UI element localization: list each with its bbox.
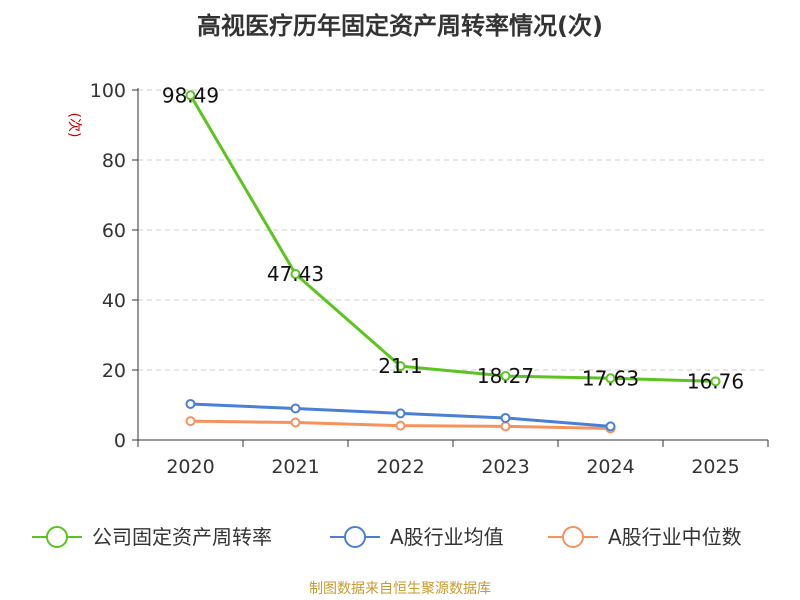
legend-swatch-marker bbox=[344, 526, 366, 548]
grid-layer bbox=[138, 89, 768, 371]
legend-item[interactable]: 公司固定资产周转率 bbox=[32, 525, 272, 549]
y-tick-label: 20 bbox=[102, 360, 126, 382]
data-point bbox=[395, 408, 406, 419]
legend-swatch-marker bbox=[46, 526, 68, 548]
axis-layer: 0 20 40 60 80 100 (次) 2020 2021 2022 2023 2024 2025 bbox=[66, 80, 769, 478]
data-label-layer: 98.49 47.43 21.1 18.27 17.63 16.76 bbox=[162, 83, 744, 393]
y-tick-label: 0 bbox=[114, 430, 126, 452]
x-tick-label: 2024 bbox=[586, 456, 634, 478]
data-point bbox=[290, 268, 301, 279]
data-point bbox=[185, 398, 196, 409]
data-point bbox=[500, 371, 511, 382]
data-point bbox=[185, 90, 196, 101]
data-point bbox=[605, 421, 616, 432]
x-tick-label: 2020 bbox=[166, 456, 214, 478]
legend-label: A股行业中位数 bbox=[608, 525, 742, 549]
data-point bbox=[710, 376, 721, 387]
chart-title: 高视医疗历年固定资产周转率情况(次) bbox=[197, 12, 603, 40]
series-layer bbox=[185, 90, 721, 434]
data-label: 17.63 bbox=[582, 366, 639, 390]
x-tick-label: 2022 bbox=[376, 456, 424, 478]
data-label: 18.27 bbox=[477, 364, 534, 388]
data-point bbox=[500, 412, 511, 423]
data-label: 16.76 bbox=[687, 369, 744, 393]
legend-label: 公司固定资产周转率 bbox=[92, 525, 272, 549]
data-label: 98.49 bbox=[162, 83, 219, 107]
legend-item[interactable]: A股行业中位数 bbox=[548, 525, 742, 549]
legend-item[interactable]: A股行业均值 bbox=[330, 525, 504, 549]
source-note: 制图数据来自恒生聚源数据库 bbox=[309, 581, 491, 597]
series-line bbox=[189, 94, 716, 383]
data-point bbox=[185, 416, 196, 427]
legend-swatch-marker bbox=[562, 526, 584, 548]
data-point bbox=[290, 417, 301, 428]
legend-label: A股行业均值 bbox=[390, 525, 504, 549]
y-tick-label: 60 bbox=[102, 220, 126, 242]
x-tick-label: 2021 bbox=[271, 456, 319, 478]
legend: 公司固定资产周转率 A股行业均值 A股行业中位数 bbox=[32, 525, 742, 549]
data-point bbox=[605, 373, 616, 384]
data-label: 21.1 bbox=[378, 354, 423, 378]
data-label: 47.43 bbox=[267, 262, 324, 286]
y-tick-label: 40 bbox=[102, 290, 126, 312]
data-point bbox=[395, 420, 406, 431]
data-point bbox=[395, 361, 406, 372]
x-tick-label: 2023 bbox=[481, 456, 529, 478]
y-axis-label: (次) bbox=[66, 113, 82, 138]
data-point bbox=[290, 403, 301, 414]
y-tick-label: 80 bbox=[102, 150, 126, 172]
data-point bbox=[500, 421, 511, 432]
y-tick-label: 100 bbox=[90, 80, 126, 102]
x-tick-label: 2025 bbox=[691, 456, 739, 478]
